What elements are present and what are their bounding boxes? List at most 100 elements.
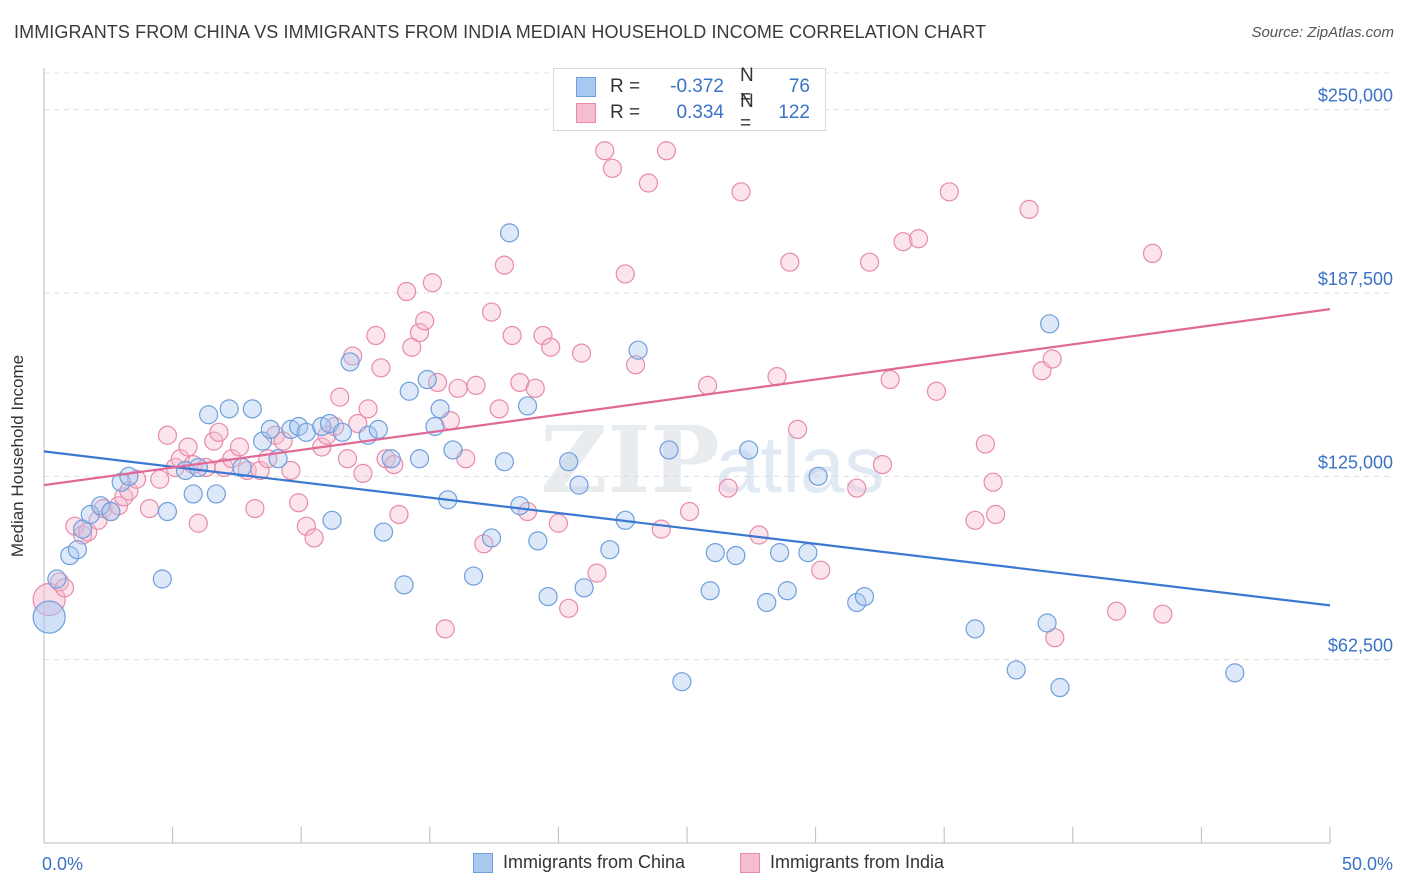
data-point-china [726, 545, 746, 566]
data-point-china [381, 449, 401, 469]
data-point-china [769, 542, 790, 563]
data-point-india [872, 455, 893, 475]
data-point-china [854, 586, 875, 607]
legend-n-label-india: N = [740, 91, 754, 134]
bottom-legend-india: Immigrants from India [740, 852, 944, 873]
data-point-india [330, 387, 350, 407]
data-point-india [811, 560, 831, 580]
data-point-india [880, 369, 900, 390]
data-point-india [289, 493, 309, 513]
data-point-china [463, 566, 484, 586]
data-point-india [625, 355, 646, 375]
y-tick-label: $125,000 [1318, 452, 1393, 472]
data-point-india [926, 381, 947, 401]
y-tick-label: $187,500 [1318, 269, 1393, 289]
data-point-india [415, 311, 435, 331]
data-point-china [499, 223, 520, 243]
data-point-india [1153, 604, 1173, 624]
x-tick-label: 0.0% [42, 854, 83, 874]
legend-box: R = -0.372 N = 76 R = 0.334 N = 122 [553, 65, 826, 134]
data-point-china [281, 419, 301, 439]
chart-title: IMMIGRANTS FROM CHINA VS IMMIGRANTS FROM… [14, 22, 987, 42]
data-point-india [371, 358, 391, 378]
data-point-india [651, 519, 671, 539]
legend-row-china: R = -0.372 N = 76 [576, 65, 810, 108]
data-point-india [656, 141, 677, 161]
data-point-india [139, 499, 160, 519]
grid-lines [44, 72, 1395, 661]
data-point-china [32, 600, 66, 634]
data-point-china [965, 619, 985, 639]
data-point-china [332, 422, 352, 442]
bottom-legend-china: Immigrants from China [473, 852, 685, 873]
data-point-india [965, 510, 985, 530]
data-point-india [481, 302, 502, 322]
data-point-india [245, 499, 265, 519]
data-point-china [659, 440, 679, 460]
data-point-china [1050, 677, 1070, 698]
bottom-legend-swatch-india [740, 852, 760, 873]
bottom-legend-label-china: Immigrants from China [503, 852, 686, 872]
data-point-china [1037, 613, 1057, 633]
data-point-india [893, 232, 913, 252]
data-point-china [757, 592, 777, 613]
bottom-legend-swatch-china [473, 852, 493, 873]
data-point-india [847, 478, 867, 498]
data-point-india [422, 273, 442, 293]
data-point-china [219, 399, 239, 419]
source-label: Source: ZipAtlas.com [1251, 24, 1394, 41]
data-point-china [260, 419, 280, 439]
data-point-india [281, 460, 301, 481]
data-point-india [126, 469, 147, 489]
data-point-china [1225, 663, 1245, 683]
data-point-india [533, 325, 553, 346]
trend-line-india [43, 308, 1331, 487]
data-point-india [114, 487, 134, 507]
data-point-india [615, 264, 635, 284]
data-point-india [1142, 243, 1163, 263]
bottom-legend-label-india: Immigrants from India [770, 852, 945, 872]
data-point-china [188, 457, 208, 478]
data-point-china [119, 466, 139, 486]
data-point-india [157, 425, 178, 445]
data-point-india [204, 431, 224, 451]
data-point-india [273, 431, 293, 451]
data-point-india [939, 182, 959, 202]
data-point-india [718, 478, 738, 498]
data-point-china [672, 672, 692, 692]
data-point-india [983, 472, 1003, 492]
legend-r-value-china: -0.372 [670, 76, 724, 97]
legend-swatch-china [576, 77, 596, 97]
data-point-china [289, 416, 309, 437]
data-point-china [47, 569, 67, 589]
data-point-china [574, 578, 594, 598]
data-point-china [569, 475, 589, 495]
watermark-zip: ZIP [540, 406, 719, 514]
data-point-india [296, 516, 316, 536]
data-point-india [389, 504, 409, 525]
legend-n-label-china: N = [740, 65, 754, 108]
data-point-india [559, 598, 579, 618]
data-point-china [183, 484, 203, 504]
y-tick-labels: $62,500 $125,000 $187,500 $250,000 [1318, 86, 1393, 656]
data-point-india [337, 449, 358, 469]
data-point-china [481, 528, 502, 548]
data-point-china [417, 369, 437, 390]
data-point-india [908, 229, 929, 249]
data-point-china [368, 419, 388, 439]
points-china [32, 223, 1245, 698]
data-point-china [206, 484, 226, 504]
data-point-india [466, 375, 486, 395]
data-point-china [1040, 314, 1060, 334]
data-point-china [777, 581, 797, 601]
data-point-india [638, 173, 659, 193]
data-point-china [152, 569, 172, 589]
data-point-india [178, 437, 198, 457]
data-point-china [394, 575, 414, 595]
data-point-china [559, 452, 579, 472]
x-tick-labels: 0.0% 50.0% [42, 854, 1393, 874]
data-point-india [587, 563, 607, 583]
data-point-china [199, 405, 219, 425]
data-point-india [525, 378, 545, 398]
